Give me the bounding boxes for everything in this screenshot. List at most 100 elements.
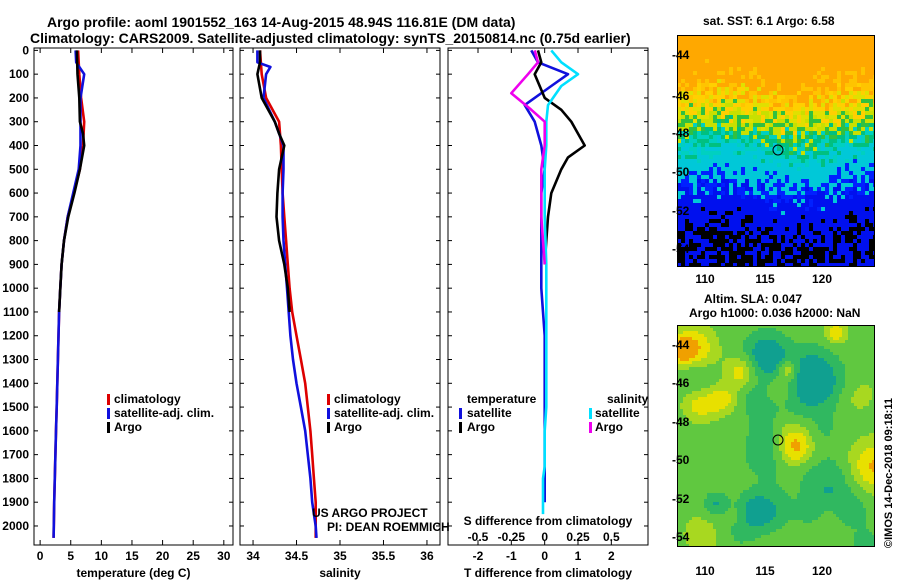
map-cell: [857, 215, 861, 219]
map-cell: [805, 127, 809, 131]
map-cell: [689, 382, 692, 385]
map-cell: [683, 361, 686, 364]
map-cell: [865, 207, 869, 211]
map-cell: [743, 325, 746, 328]
map-cell: [809, 325, 812, 328]
map-cell: [757, 215, 761, 219]
map-cell: [801, 139, 805, 143]
map-cell: [713, 382, 716, 385]
map-cell: [746, 325, 749, 328]
map-cell: [689, 385, 692, 388]
map-cell: [849, 43, 853, 47]
map-cell: [848, 364, 851, 367]
map-cell: [789, 239, 793, 243]
map-cell: [733, 87, 737, 91]
map-cell: [758, 343, 761, 346]
map-cell: [851, 391, 854, 394]
map-cell: [788, 376, 791, 379]
map-cell: [825, 63, 829, 67]
map-cell: [722, 385, 725, 388]
map-cell: [705, 179, 709, 183]
map-cell: [701, 352, 704, 355]
map-cell: [848, 334, 851, 337]
map-cell: [824, 403, 827, 406]
map-cell: [777, 119, 781, 123]
map-cell: [818, 400, 821, 403]
map-cell: [741, 115, 745, 119]
map-cell: [785, 247, 789, 251]
map-cell: [781, 259, 785, 263]
map-cell: [749, 115, 753, 119]
map-cell: [776, 403, 779, 406]
map-cell: [749, 55, 753, 59]
map-cell: [821, 127, 825, 131]
map-cell: [773, 400, 776, 403]
map-cell: [833, 59, 837, 63]
map-cell: [769, 199, 773, 203]
map-cell: [836, 325, 839, 328]
map-cell: [733, 71, 737, 75]
map-cell: [813, 127, 817, 131]
map-cell: [848, 394, 851, 397]
map-cell: [793, 259, 797, 263]
map-cell: [815, 337, 818, 340]
map-cell: [761, 159, 765, 163]
map-cell: [758, 385, 761, 388]
map-cell: [689, 91, 693, 95]
map-cell: [788, 367, 791, 370]
map-cell: [725, 227, 729, 231]
map-cell: [701, 115, 705, 119]
map-cell: [697, 143, 701, 147]
map-cell: [853, 123, 857, 127]
map-cell: [801, 75, 805, 79]
map-cell: [797, 251, 801, 255]
map-cell: [722, 346, 725, 349]
map-cell: [797, 195, 801, 199]
map-cell: [757, 103, 761, 107]
map-cell: [745, 95, 749, 99]
map-cell: [829, 231, 833, 235]
map-cell: [865, 115, 869, 119]
map-cell: [861, 115, 865, 119]
map-cell: [722, 373, 725, 376]
map-cell: [729, 91, 733, 95]
map-cell: [770, 364, 773, 367]
map-cell: [821, 139, 825, 143]
map-cell: [737, 147, 741, 151]
map-cell: [692, 343, 695, 346]
map-cell: [704, 367, 707, 370]
float-position-marker: [772, 144, 784, 156]
map-cell: [853, 175, 857, 179]
map-cell: [797, 403, 800, 406]
map-cell: [721, 111, 725, 115]
map-cell: [737, 255, 741, 259]
map-cell: [837, 71, 841, 75]
map-cell: [755, 391, 758, 394]
map-cell: [857, 385, 860, 388]
map-cell: [710, 397, 713, 400]
map-cell: [701, 43, 705, 47]
map-cell: [734, 370, 737, 373]
map-cell: [743, 388, 746, 391]
map-cell: [753, 159, 757, 163]
map-cell: [803, 361, 806, 364]
map-cell: [872, 358, 875, 361]
map-cell: [853, 167, 857, 171]
map-cell: [769, 227, 773, 231]
map-cell: [728, 349, 731, 352]
map-cell: [849, 139, 853, 143]
map-cell: [805, 243, 809, 247]
map-cell: [681, 183, 685, 187]
map-cell: [817, 139, 821, 143]
map-cell: [733, 123, 737, 127]
map-cell: [776, 331, 779, 334]
map-cell: [797, 346, 800, 349]
map-cell: [842, 352, 845, 355]
map-cell: [773, 179, 777, 183]
map-cell: [782, 328, 785, 331]
map-cell: [837, 35, 841, 39]
map-cell: [681, 39, 685, 43]
map-cell: [755, 334, 758, 337]
map-cell: [758, 394, 761, 397]
map-cell: [853, 163, 857, 167]
